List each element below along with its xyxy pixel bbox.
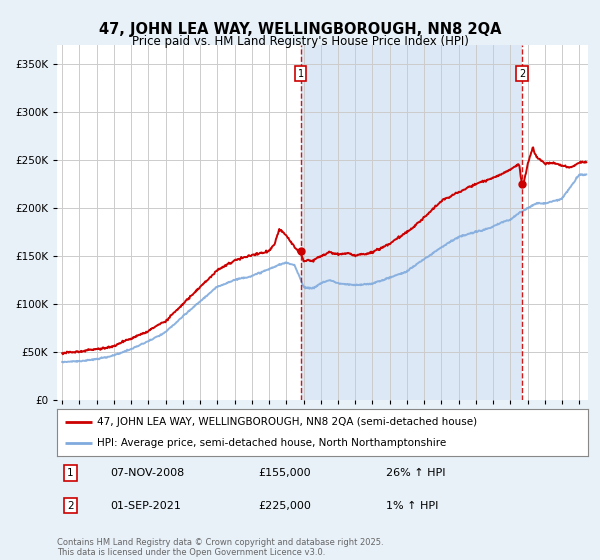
Text: 1% ↑ HPI: 1% ↑ HPI bbox=[386, 501, 439, 511]
Text: 47, JOHN LEA WAY, WELLINGBOROUGH, NN8 2QA (semi-detached house): 47, JOHN LEA WAY, WELLINGBOROUGH, NN8 2Q… bbox=[97, 417, 477, 427]
Text: 1: 1 bbox=[67, 468, 74, 478]
Bar bbox=[301, 45, 522, 400]
Text: £225,000: £225,000 bbox=[259, 501, 311, 511]
Text: 1: 1 bbox=[298, 69, 304, 79]
Text: 26% ↑ HPI: 26% ↑ HPI bbox=[386, 468, 446, 478]
Text: 2: 2 bbox=[519, 69, 525, 79]
Text: 2: 2 bbox=[67, 501, 74, 511]
Text: £155,000: £155,000 bbox=[259, 468, 311, 478]
Text: 01-SEP-2021: 01-SEP-2021 bbox=[110, 501, 181, 511]
Text: HPI: Average price, semi-detached house, North Northamptonshire: HPI: Average price, semi-detached house,… bbox=[97, 438, 446, 448]
Text: 47, JOHN LEA WAY, WELLINGBOROUGH, NN8 2QA: 47, JOHN LEA WAY, WELLINGBOROUGH, NN8 2Q… bbox=[99, 22, 501, 38]
Text: Price paid vs. HM Land Registry's House Price Index (HPI): Price paid vs. HM Land Registry's House … bbox=[131, 35, 469, 48]
Text: Contains HM Land Registry data © Crown copyright and database right 2025.
This d: Contains HM Land Registry data © Crown c… bbox=[57, 538, 383, 557]
Text: 07-NOV-2008: 07-NOV-2008 bbox=[110, 468, 184, 478]
